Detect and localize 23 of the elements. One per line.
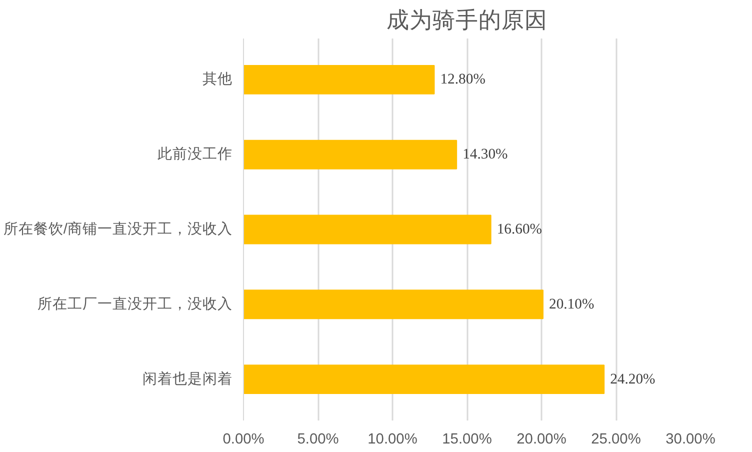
y-tick-label: 所在工厂一直没开工，没收入 [38, 295, 232, 312]
y-tick-label: 其他 [202, 70, 232, 88]
x-tick-label: 5.00% [297, 432, 339, 448]
data-label: 16.60% [496, 222, 542, 238]
data-label: 14.30% [462, 146, 508, 163]
bar [244, 290, 544, 320]
y-tick-label: 所在餐饮/商铺一直没开工，没收入 [3, 220, 233, 238]
data-label: 20.10% [548, 296, 594, 312]
x-tick-label: 10.00% [368, 432, 418, 448]
bar [244, 140, 458, 170]
x-tick-label: 15.00% [442, 432, 492, 448]
x-tick-label: 20.00% [516, 432, 566, 448]
y-tick-label: 此前没工作 [158, 146, 232, 163]
x-tick-label: 0.00% [222, 432, 264, 448]
bar [244, 64, 435, 94]
bar [244, 364, 605, 394]
x-tick-label: 30.00% [666, 432, 716, 448]
x-tick-label: 25.00% [591, 432, 641, 448]
data-label: 12.80% [440, 72, 486, 88]
chart-title: 成为骑手的原因 [386, 8, 548, 34]
data-label: 24.20% [610, 371, 656, 388]
bar [244, 214, 492, 244]
y-tick-label: 闲着也是闲着 [142, 370, 232, 388]
